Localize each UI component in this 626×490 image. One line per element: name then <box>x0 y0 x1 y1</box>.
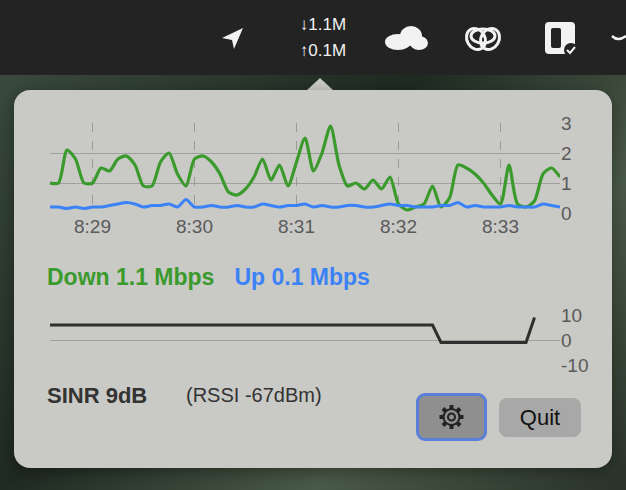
svg-text:0: 0 <box>561 203 572 224</box>
html-text:Up 0.1 Mbps: Up 0.1 Mbps <box>234 264 370 290</box>
svg-text:8:30: 8:30 <box>176 216 213 237</box>
svg-text:2: 2 <box>561 143 572 164</box>
svg-text:3: 3 <box>561 113 572 134</box>
html-text:↓1.1M: ↓1.1M <box>299 15 347 34</box>
svg-text:-10: -10 <box>561 355 588 376</box>
svg-text:8:29: 8:29 <box>74 216 111 237</box>
html-text:Quit: Quit <box>519 405 561 430</box>
html-text:↑0.1M: ↑0.1M <box>299 41 347 60</box>
svg-text:1: 1 <box>561 173 572 194</box>
html-text:SINR 9dB: SINR 9dB <box>47 383 148 408</box>
svg-text:10: 10 <box>561 305 582 326</box>
html-text:Down 1.1 Mbps: Down 1.1 Mbps <box>47 264 215 290</box>
svg-text:8:31: 8:31 <box>278 216 315 237</box>
svg-text:8:33: 8:33 <box>482 216 519 237</box>
svg-text:0: 0 <box>561 330 572 351</box>
svg-text:8:32: 8:32 <box>380 216 417 237</box>
html-text:(RSSI -67dBm): (RSSI -67dBm) <box>186 384 322 406</box>
